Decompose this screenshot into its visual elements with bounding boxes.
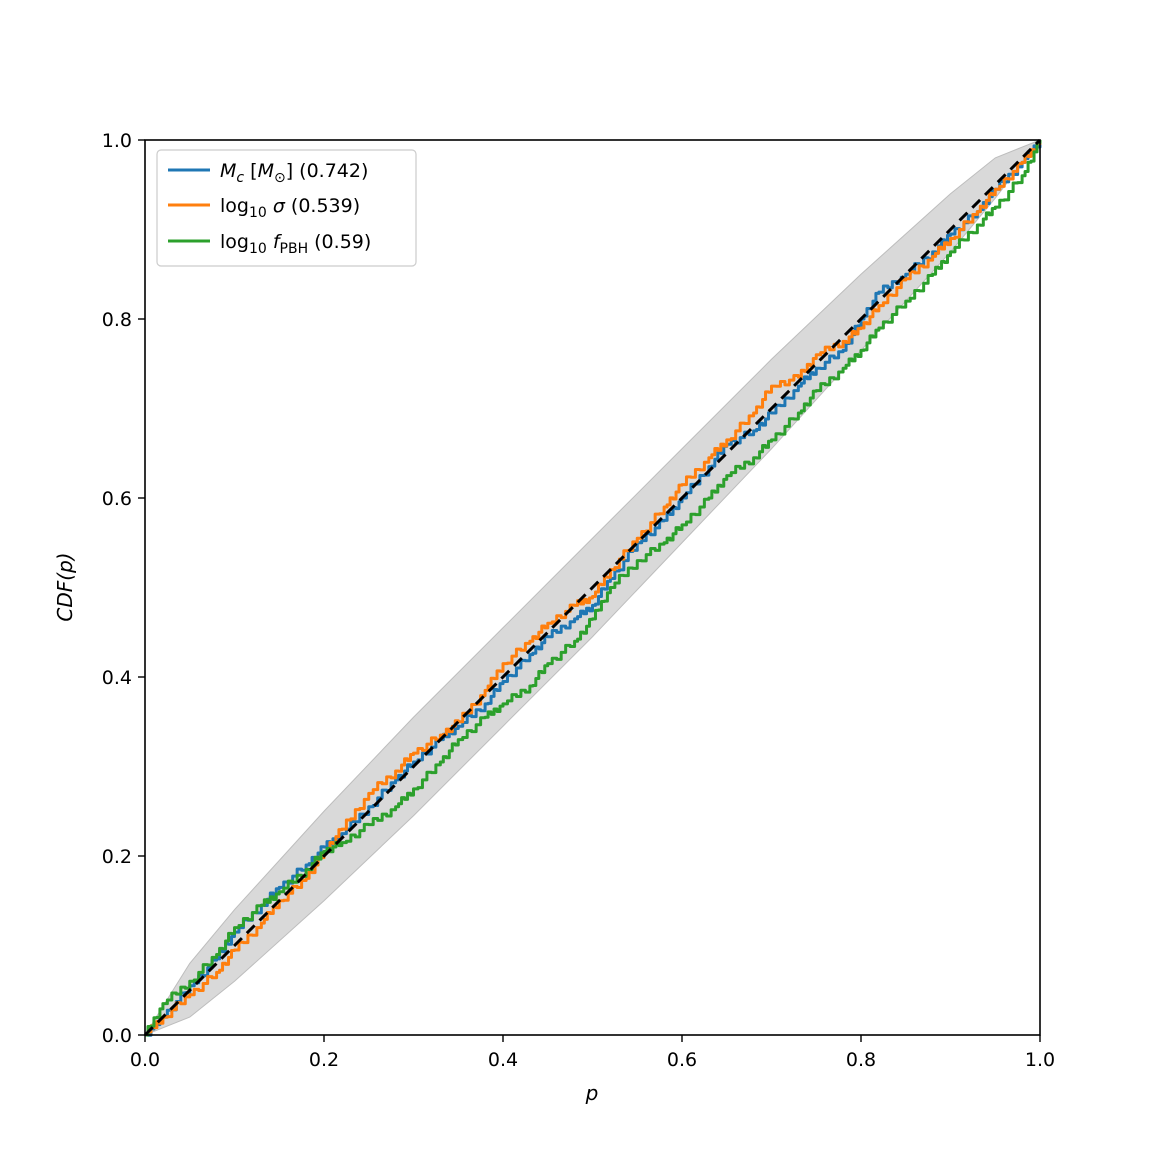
legend-label-sigma: log10 σ (0.539) bbox=[220, 195, 360, 221]
legend-label-fpbh: log10 fPBH (0.59) bbox=[220, 231, 371, 257]
y-axis-label: CDF(p) bbox=[53, 552, 77, 621]
y-tick-label: 0.2 bbox=[102, 846, 132, 868]
x-tick-label: 0.6 bbox=[667, 1049, 697, 1071]
x-tick-label: 0.8 bbox=[846, 1049, 876, 1071]
x-tick-label: 0.4 bbox=[488, 1049, 518, 1071]
y-tick-label: 0.6 bbox=[102, 488, 132, 510]
reference-diagonal bbox=[143, 138, 1042, 1037]
series-line-sigma bbox=[145, 140, 1042, 1037]
y-ticks: 0.0 0.2 0.4 0.6 0.8 1.0 bbox=[102, 130, 145, 1047]
legend-label-mc: Mc [M⊙] (0.742) bbox=[220, 160, 368, 186]
y-tick-label: 0.0 bbox=[102, 1025, 132, 1047]
plot-frame bbox=[144, 139, 1041, 1036]
y-tick-label: 0.8 bbox=[102, 309, 132, 331]
y-tick-label: 1.0 bbox=[102, 130, 132, 152]
x-tick-label: 0.2 bbox=[309, 1049, 339, 1071]
series-line-mc bbox=[145, 140, 1042, 1037]
y-tick-label: 0.4 bbox=[102, 667, 132, 689]
x-tick-label: 0.0 bbox=[130, 1049, 160, 1071]
x-ticks: 0.0 0.2 0.4 0.6 0.8 1.0 bbox=[130, 1035, 1055, 1071]
x-axis-label: p bbox=[585, 1081, 599, 1105]
legend: Mc [M⊙] (0.742) log10 σ (0.539) log10 fP… bbox=[156, 149, 417, 267]
x-tick-label: 1.0 bbox=[1025, 1049, 1055, 1071]
legend-box bbox=[156, 149, 417, 267]
series-line-fpbh bbox=[145, 140, 1042, 1037]
series-layer bbox=[145, 140, 1042, 1037]
reference-line-layer bbox=[143, 138, 1042, 1037]
